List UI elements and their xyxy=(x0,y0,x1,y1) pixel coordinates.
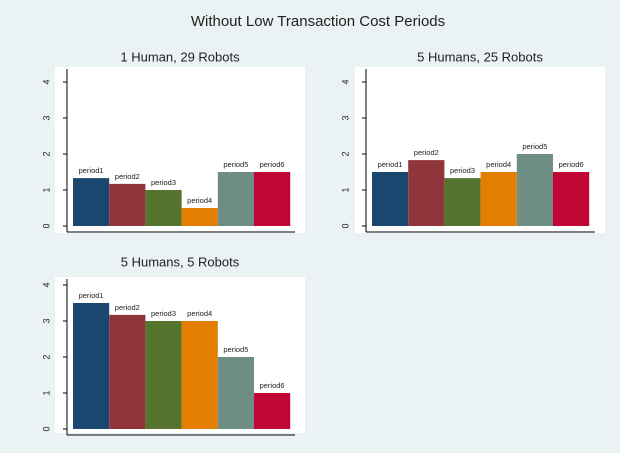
bar xyxy=(480,172,517,226)
bar xyxy=(181,208,218,226)
bar xyxy=(408,160,445,226)
bar xyxy=(217,357,254,429)
bar-label: period5 xyxy=(522,142,547,151)
bar xyxy=(109,183,146,226)
y-tick-label: 1 xyxy=(41,390,51,395)
bar-label: period6 xyxy=(559,160,584,169)
y-tick-label: 1 xyxy=(340,187,350,192)
panel-title: 5 Humans, 5 Robots xyxy=(121,254,240,269)
bar-label: period2 xyxy=(115,172,140,181)
y-tick-label: 2 xyxy=(41,354,51,359)
panel-title: 5 Humans, 25 Robots xyxy=(417,49,543,64)
bar-label: period1 xyxy=(79,291,104,300)
y-tick-label: 0 xyxy=(340,223,350,228)
bar-label: period4 xyxy=(486,160,511,169)
bar-label: period5 xyxy=(223,160,248,169)
bar-label: period4 xyxy=(187,196,212,205)
y-tick-label: 0 xyxy=(41,223,51,228)
bar-label: period4 xyxy=(187,309,212,318)
y-tick-label: 0 xyxy=(41,426,51,431)
bar-label: period1 xyxy=(378,160,403,169)
bar-label: period2 xyxy=(414,148,439,157)
bar xyxy=(553,172,590,226)
bar xyxy=(217,172,254,226)
bar xyxy=(444,178,481,226)
bar xyxy=(516,154,553,226)
y-tick-label: 2 xyxy=(41,151,51,156)
bar-label: period3 xyxy=(151,309,176,318)
panel-title: 1 Human, 29 Robots xyxy=(120,49,240,64)
bar xyxy=(109,314,146,429)
bar xyxy=(254,393,291,429)
y-tick-label: 3 xyxy=(340,115,350,120)
figure-title: Without Low Transaction Cost Periods xyxy=(191,13,445,30)
bar-label: period6 xyxy=(260,381,285,390)
y-tick-label: 3 xyxy=(41,318,51,323)
y-tick-label: 4 xyxy=(41,79,51,84)
y-tick-label: 2 xyxy=(340,151,350,156)
bar-label: period5 xyxy=(223,345,248,354)
bar xyxy=(145,190,182,226)
bar xyxy=(372,172,409,226)
bar-label: period6 xyxy=(260,160,285,169)
bar-label: period1 xyxy=(79,166,104,175)
bar-label: period2 xyxy=(115,303,140,312)
bar xyxy=(181,321,218,429)
y-tick-label: 4 xyxy=(41,282,51,287)
bar-label: period3 xyxy=(151,178,176,187)
bar xyxy=(254,172,291,226)
bar xyxy=(145,321,182,429)
y-tick-label: 4 xyxy=(340,79,350,84)
y-tick-label: 3 xyxy=(41,115,51,120)
bar-label: period3 xyxy=(450,166,475,175)
bar xyxy=(73,178,110,226)
y-tick-label: 1 xyxy=(41,187,51,192)
bar xyxy=(73,303,110,429)
